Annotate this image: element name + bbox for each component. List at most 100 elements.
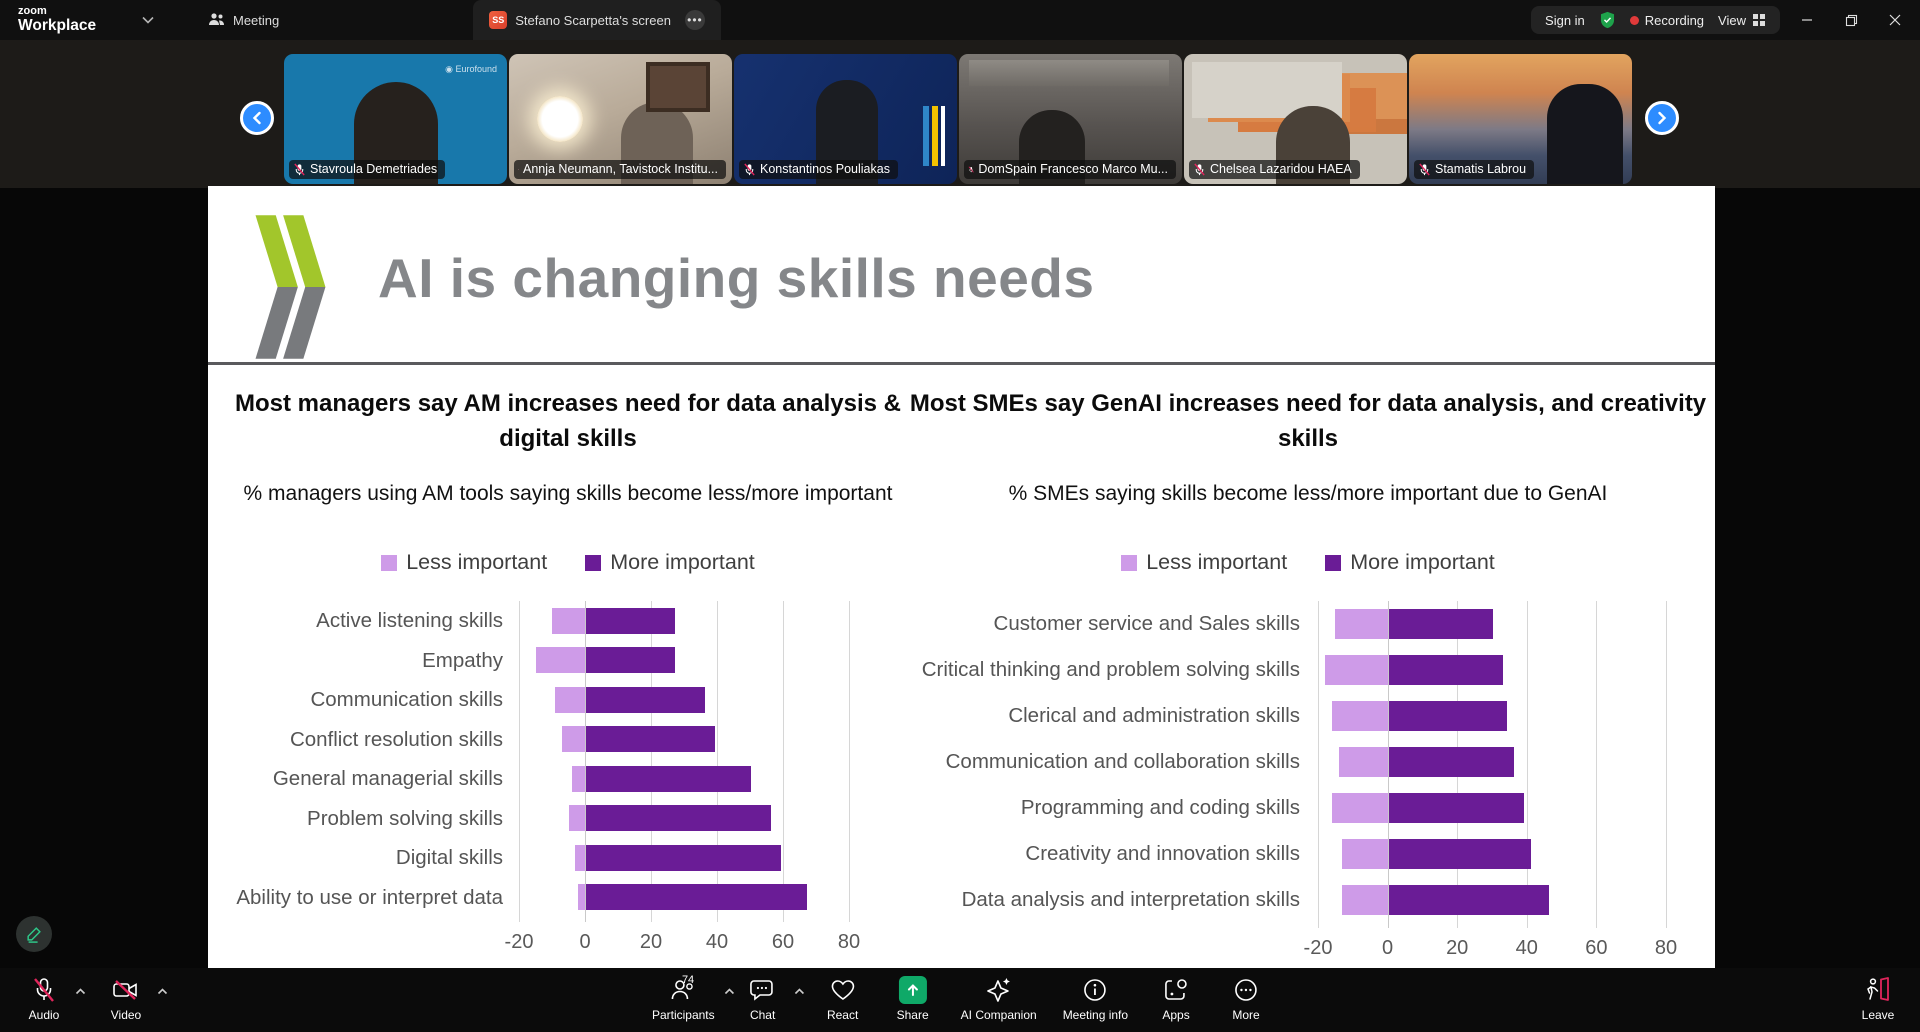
bar-more-important [1388,701,1507,731]
bar-more-important [1388,793,1525,823]
participant-video-tile[interactable]: Chelsea Lazaridou HAEA [1184,54,1407,184]
axis-tick-label: 60 [1585,937,1608,959]
axis-tick-label: 40 [705,931,729,953]
participant-name-chip: Konstantinos Pouliakas [739,160,898,179]
chat-button[interactable]: Chat [735,974,804,1024]
bar-more-important [1388,655,1504,685]
gridline [783,601,784,922]
tab-shared-screen[interactable]: SS Stefano Scarpetta's screen ••• [473,0,721,40]
tab-options-icon[interactable]: ••• [684,10,705,30]
participant-name: DomSpain Francesco Marco Mu... [978,162,1168,176]
view-button[interactable]: View [1718,13,1766,28]
more-button[interactable]: More [1218,974,1274,1024]
heart-icon [830,976,856,1004]
video-options-caret[interactable] [157,982,168,1000]
gridline [1666,601,1667,928]
legend-item-more: More important [1325,550,1495,575]
view-label: View [1718,12,1746,28]
bar-less-important [1331,793,1388,823]
axis-tick-label: -20 [504,931,534,953]
mic-muted-icon [294,162,305,176]
category-label: Communication and collaboration skills [945,750,1300,773]
category-label: Data analysis and interpretation skills [961,888,1300,911]
participant-video-tile[interactable]: Annja Neumann, Tavistock Institu... [509,54,732,184]
bar-less-important [561,726,585,753]
category-label: Communication skills [310,688,503,711]
restore-button[interactable] [1834,0,1868,40]
bar-more-important [586,607,676,634]
audio-options-caret[interactable] [75,982,86,1000]
ai-companion-button[interactable]: AI Companion [955,974,1043,1024]
close-button[interactable] [1878,0,1912,40]
bar-more-important [586,686,705,713]
chart-plot-area: -20 0 20 40 60 80 [505,601,860,953]
participants-button[interactable]: 74 Participants [646,974,734,1024]
category-label: Ability to use or interpret data [236,885,503,909]
bar-more-important [586,844,781,871]
more-icon [1234,976,1258,1004]
participant-video-tile[interactable]: DomSpain Francesco Marco Mu... [959,54,1182,184]
previous-videos-button[interactable] [240,101,274,135]
meeting-info-button[interactable]: Meeting info [1057,974,1134,1024]
legend-swatch-more [585,554,602,571]
right-chart-subtitle: % SMEs saying skills become less/more im… [1008,482,1608,505]
participant-video-tile[interactable]: Konstantinos Pouliakas [734,54,957,184]
screen-share-badge: SS [489,11,508,29]
next-videos-button[interactable] [1645,101,1679,135]
bar-less-important [552,607,585,634]
bar-more-important [1388,609,1493,639]
bar-more-important [1388,839,1532,869]
bar-more-important [586,884,808,911]
title-divider [208,362,1715,365]
react-button[interactable]: React [815,974,871,1024]
bar-less-important [1335,609,1388,639]
gridline [1596,601,1598,928]
axis-tick-label: 0 [579,931,591,953]
bar-more-important [586,805,771,832]
category-label: General managerial skills [272,767,503,790]
window-title-bar: zoom Workplace Meeting SS Stefano Scarpe… [0,0,1920,40]
left-chart-section: Most managers say AM increases need for … [228,386,908,953]
participant-video-tile[interactable]: Stavroula Demetriades [284,54,507,184]
chart-category-labels: Customer service and Sales skills Critica… [908,601,1300,959]
bar-more-important [586,765,751,792]
chat-options-caret[interactable] [794,982,805,1000]
annotate-button[interactable] [16,916,52,952]
oecd-logo [255,215,326,359]
chart-category-labels: Active listening skills Empathy Communicat… [228,601,503,953]
bar-less-important [575,844,585,871]
share-button[interactable]: Share [885,974,941,1024]
legend-label-more: More important [1350,550,1495,574]
audio-button[interactable]: Audio [16,974,86,1024]
zoom-workplace-logo: zoom Workplace [18,6,128,34]
leave-button[interactable]: Leave [1850,974,1906,1024]
apps-button[interactable]: Apps [1148,974,1204,1024]
bar-less-important [1342,885,1388,915]
bar-less-important [1338,747,1388,777]
participant-name: Stamatis Labrou [1435,162,1527,176]
participants-options-caret[interactable] [724,982,735,1000]
legend-swatch-less [381,554,398,571]
bar-less-important [1342,839,1388,869]
category-label: Critical thinking and problem solving sk… [921,658,1300,681]
bar-more-important [586,726,715,753]
right-chart-legend: Less important More important [908,550,1708,575]
legend-item-less: Less important [381,550,547,575]
bar-less-important [578,884,585,911]
participant-name: Annja Neumann, Tavistock Institu... [522,162,718,176]
video-button[interactable]: Video [98,974,168,1024]
security-shield-icon[interactable] [1599,11,1616,29]
gridline [1526,601,1528,928]
axis-tick-label: 40 [1515,937,1538,959]
axis-tick-label: 80 [837,931,861,953]
right-chart-section: Most SMEs say GenAI increases need for d… [908,386,1708,959]
sign-in-button[interactable]: Sign in [1545,12,1585,28]
minimize-button[interactable] [1790,0,1824,40]
titlebar-status-pill: Sign in Recording View [1531,6,1780,34]
camera-muted-icon [112,976,140,1004]
chevron-down-icon[interactable] [142,11,154,29]
participant-video-tile[interactable]: Stamatis Labrou [1409,54,1632,184]
chevron-left-icon [252,111,261,125]
leave-label: Leave [1861,1008,1895,1022]
tab-meeting[interactable]: Meeting [192,0,295,40]
